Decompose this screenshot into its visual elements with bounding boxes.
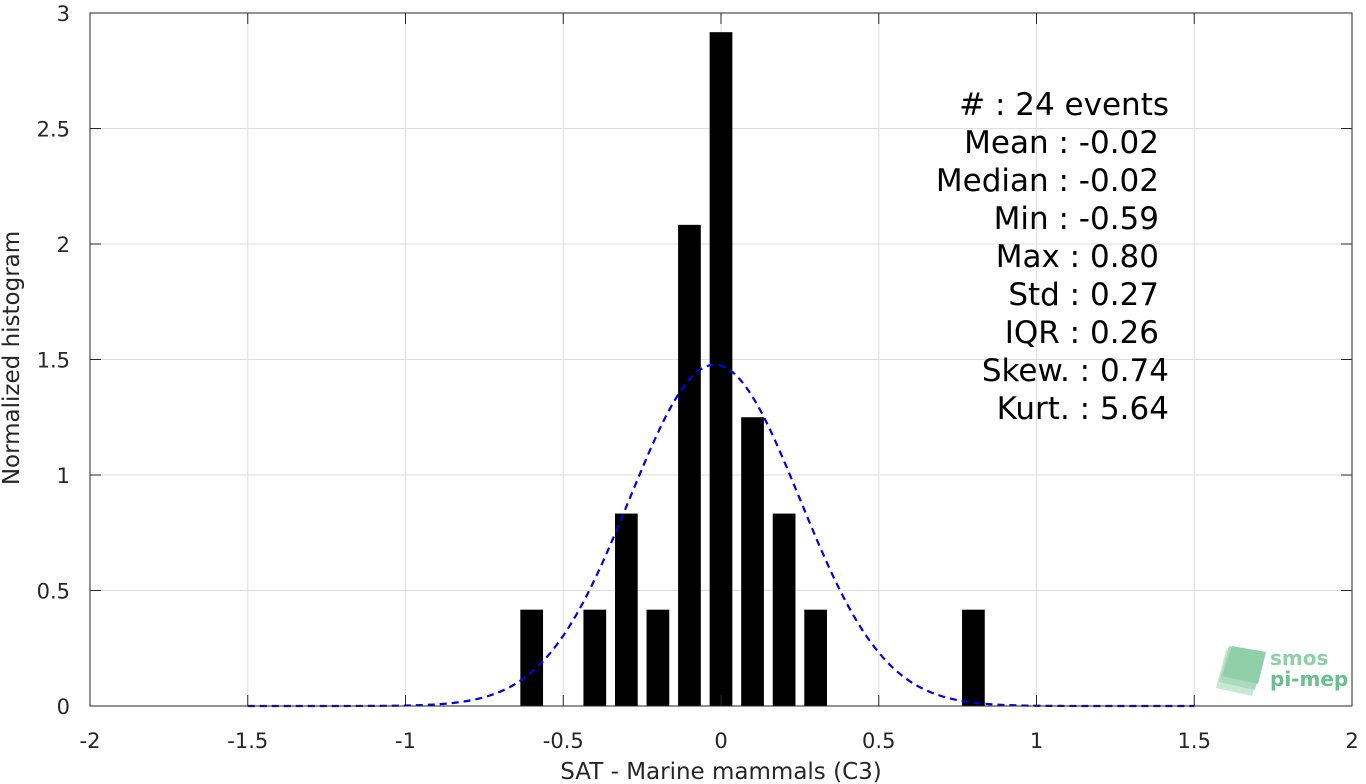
x-tick-labels: -2 -1.5 -1 -0.5 0 0.5 1 1.5 2 <box>80 729 1359 753</box>
stats-line: Mean : -0.02 <box>964 125 1159 161</box>
y-tick-label: 2.5 <box>37 118 70 142</box>
histogram-bars <box>520 32 985 707</box>
x-tick-label: -1 <box>395 729 416 753</box>
smos-pi-mep-logo: smos pi-mep <box>1216 646 1348 696</box>
histogram-bar <box>646 609 670 706</box>
stats-line: Min : -0.59 <box>994 201 1159 237</box>
x-tick-label: -2 <box>80 729 101 753</box>
y-axis-label: Normalized histogram <box>0 231 25 485</box>
x-tick-label: -1.5 <box>227 729 268 753</box>
tick-marks <box>89 12 1353 707</box>
histogram-bar <box>804 609 828 706</box>
stats-line: Std : 0.27 <box>1008 277 1159 313</box>
histogram-bar <box>962 609 985 706</box>
histogram-bar <box>614 513 638 706</box>
y-tick-label: 2 <box>57 233 70 257</box>
stats-line: IQR : 0.26 <box>1005 315 1159 351</box>
x-tick-label: 0.5 <box>862 729 895 753</box>
x-axis-label: SAT - Marine mammals (C3) <box>560 759 882 784</box>
logo-text-pi-mep: pi-mep <box>1270 667 1348 691</box>
histogram-bar <box>741 417 764 706</box>
x-tick-label: 1 <box>1030 729 1043 753</box>
y-tick-label: 0 <box>57 695 70 719</box>
y-tick-label: 1.5 <box>37 349 70 373</box>
y-tick-label: 3 <box>57 2 70 26</box>
stats-line: Kurt. : 5.64 <box>997 391 1169 427</box>
histogram-bar <box>520 609 544 706</box>
x-tick-label: 2 <box>1345 729 1358 753</box>
histogram-bar <box>678 224 701 706</box>
histogram-bar <box>583 609 607 706</box>
stats-line: # : 24 events <box>959 87 1169 123</box>
y-tick-label: 0.5 <box>37 580 70 604</box>
stats-line: Skew. : 0.74 <box>982 353 1169 389</box>
y-tick-label: 1 <box>57 464 70 488</box>
x-tick-label: 1.5 <box>1178 729 1211 753</box>
logo-text-smos: smos <box>1270 646 1328 670</box>
histogram-bar <box>772 513 796 706</box>
histogram-bar <box>709 32 733 707</box>
logo-mark-icon <box>1216 646 1266 696</box>
x-tick-label: -0.5 <box>543 729 584 753</box>
stats-line: Max : 0.80 <box>996 239 1159 275</box>
y-tick-labels: 0 0.5 1 1.5 2 2.5 3 <box>37 2 70 719</box>
stats-line: Median : -0.02 <box>936 163 1159 199</box>
x-tick-label: 0 <box>714 729 727 753</box>
